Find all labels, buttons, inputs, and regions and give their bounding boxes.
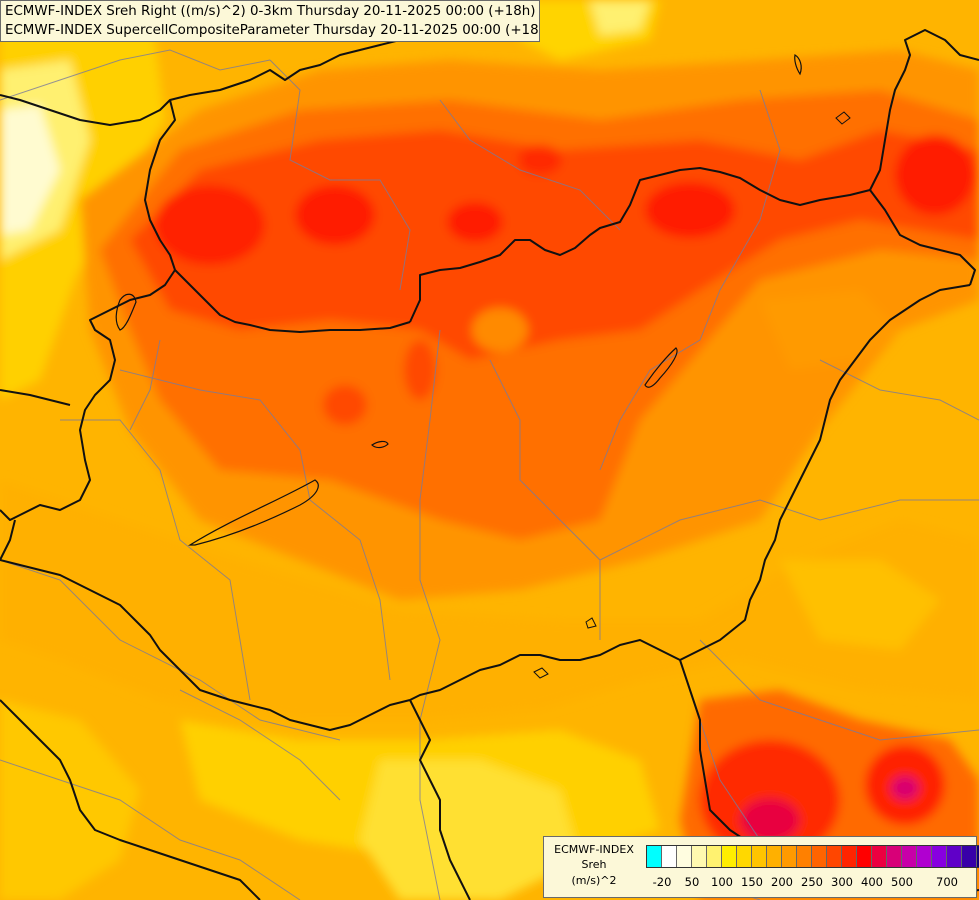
legend-swatch bbox=[647, 846, 662, 867]
legend-swatch bbox=[917, 846, 932, 867]
legend-tick-label: 250 bbox=[801, 875, 823, 889]
legend-swatch bbox=[662, 846, 677, 867]
legend-color-bar bbox=[646, 845, 979, 868]
legend-swatch bbox=[932, 846, 947, 867]
legend-swatch bbox=[797, 846, 812, 867]
legend-swatch bbox=[947, 846, 962, 867]
title-line-1: ECMWF-INDEX Sreh Right ((m/s)^2) 0-3km T… bbox=[5, 4, 536, 19]
legend-swatch bbox=[812, 846, 827, 867]
legend-variable: Sreh bbox=[581, 858, 607, 871]
legend-swatch bbox=[842, 846, 857, 867]
legend-tick-label: 200 bbox=[771, 875, 793, 889]
legend-swatch bbox=[782, 846, 797, 867]
legend-swatch bbox=[737, 846, 752, 867]
lake-neusiedl bbox=[115, 293, 137, 331]
legend-tick-label: 300 bbox=[831, 875, 853, 889]
legend-tick-label: 500 bbox=[891, 875, 913, 889]
legend-swatch bbox=[887, 846, 902, 867]
map-title-box: ECMWF-INDEX Sreh Right ((m/s)^2) 0-3km T… bbox=[0, 0, 540, 42]
legend-swatch bbox=[677, 846, 692, 867]
legend-swatch bbox=[902, 846, 917, 867]
legend-swatch bbox=[722, 846, 737, 867]
lakes bbox=[115, 54, 802, 546]
legend-swatch bbox=[752, 846, 767, 867]
legend-swatch bbox=[827, 846, 842, 867]
legend-swatch bbox=[692, 846, 707, 867]
legend-source: ECMWF-INDEX bbox=[554, 843, 634, 856]
legend-swatch bbox=[767, 846, 782, 867]
legend-swatch bbox=[977, 846, 979, 867]
contour-fragments bbox=[533, 111, 851, 679]
legend-tick-label: 50 bbox=[684, 875, 700, 889]
legend-swatch bbox=[857, 846, 872, 867]
legend-tick-label: -20 bbox=[652, 875, 672, 889]
lake-velence bbox=[371, 440, 389, 449]
legend-swatch bbox=[707, 846, 722, 867]
legend-units: (m/s)^2 bbox=[571, 874, 617, 887]
legend-tick-label: 700 bbox=[936, 875, 958, 889]
lake-ne bbox=[794, 54, 802, 76]
lake-balaton bbox=[187, 479, 319, 546]
legend-tick-label: 100 bbox=[711, 875, 733, 889]
lake-tisza bbox=[644, 347, 678, 388]
legend-tick-label: 400 bbox=[861, 875, 883, 889]
legend-swatch bbox=[872, 846, 887, 867]
legend-ticks: -20 50 100 150 200 250 300 400 500 700 bbox=[646, 875, 976, 891]
legend-tick-label: 150 bbox=[741, 875, 763, 889]
title-line-2: ECMWF-INDEX SupercellCompositeParameter … bbox=[5, 23, 540, 38]
legend-swatch bbox=[962, 846, 977, 867]
rivers-and-admin-lines bbox=[0, 49, 979, 900]
color-legend: ECMWF-INDEX Sreh (m/s)^2 -20 50 100 150 200 2… bbox=[543, 836, 979, 898]
